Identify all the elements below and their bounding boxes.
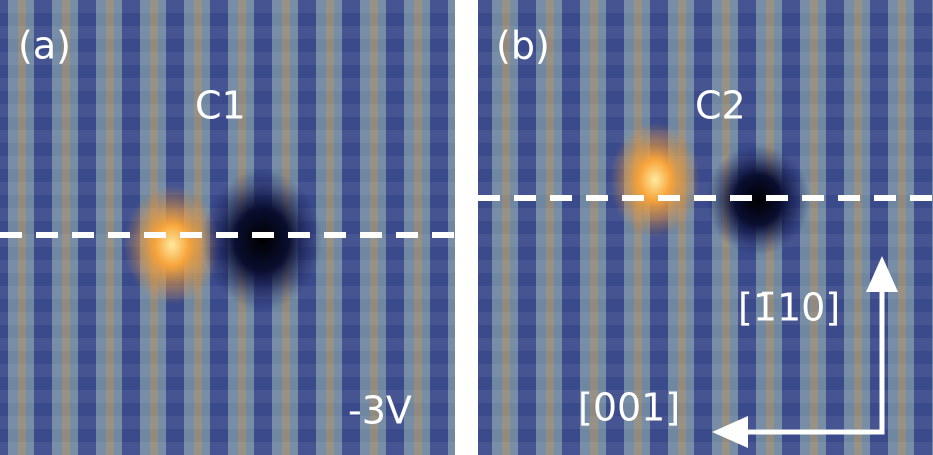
direction-horizontal: [001] xyxy=(578,386,680,430)
panel-a: (a) C1 -3V xyxy=(0,0,455,455)
direction-vertical: [1̄10] xyxy=(738,286,840,330)
center-label: C1 xyxy=(195,84,246,128)
axes-arrows xyxy=(712,256,898,448)
bias-label: -3V xyxy=(348,389,412,433)
center-label: C2 xyxy=(695,84,746,128)
panel-label: (b) xyxy=(496,24,550,68)
panel-label: (a) xyxy=(18,24,71,68)
panel-b: (b) C2 [1̄10] [001] xyxy=(478,0,933,455)
